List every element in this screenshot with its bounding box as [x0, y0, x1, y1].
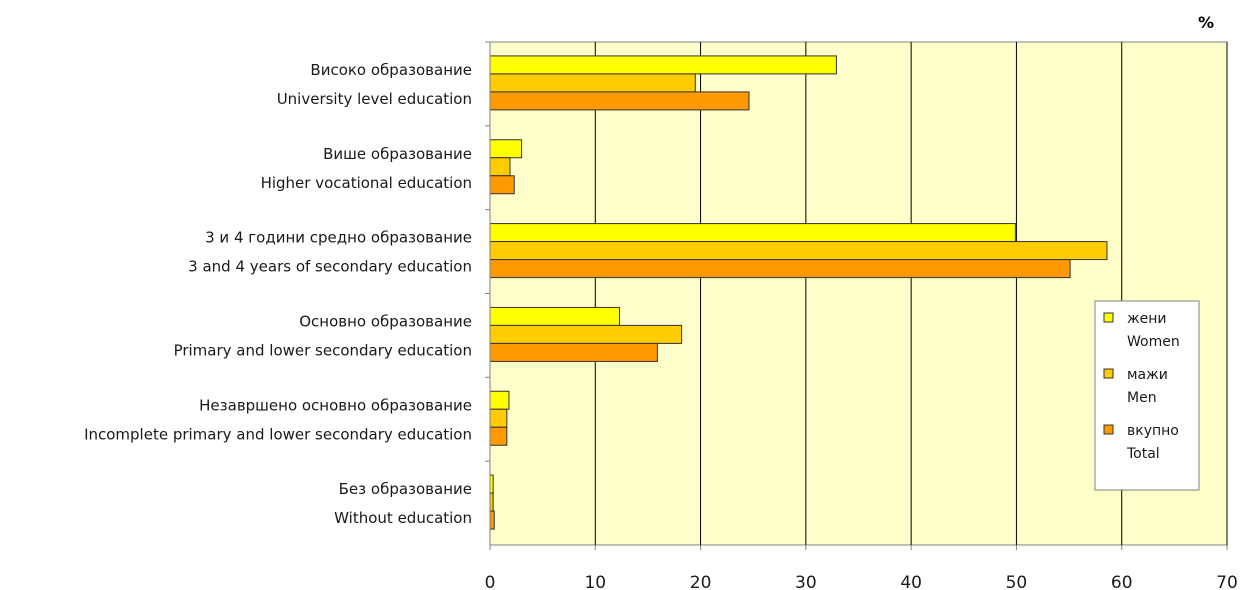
- legend-label-en: Men: [1127, 390, 1157, 406]
- bar-total: [489, 426, 508, 446]
- legend-label-en: Women: [1127, 334, 1180, 350]
- category-label-mk: Више образование: [323, 145, 472, 163]
- legend-swatch-men: [1103, 368, 1114, 379]
- category-label-en: University level education: [277, 90, 472, 108]
- bar-women: [489, 223, 1016, 243]
- x-tick-label: 10: [584, 573, 606, 590]
- bar-women: [489, 306, 621, 326]
- bar-men: [489, 324, 683, 344]
- value-axis: 0 10 20 30 40 50 60 70: [485, 41, 1238, 590]
- bar-total: [489, 510, 495, 530]
- bar-total: [489, 259, 1071, 279]
- category-label-mk: Високо образование: [310, 61, 472, 79]
- category-label-mk: Без образование: [339, 480, 472, 498]
- bar-women: [489, 139, 523, 159]
- legend-swatch-women: [1103, 312, 1114, 323]
- x-tick-label: 40: [900, 573, 922, 590]
- bar-men: [489, 241, 1108, 261]
- x-tick-label: 20: [690, 573, 712, 590]
- x-tick-label: 0: [485, 573, 496, 590]
- legend-label-mk: мажи: [1127, 367, 1168, 383]
- category-labels: Високо образование University level educa…: [84, 61, 472, 527]
- category-label-en: Primary and lower secondary education: [174, 341, 472, 359]
- bar-men: [489, 157, 511, 177]
- bar-men: [489, 408, 508, 428]
- legend-label-mk: вкупно: [1127, 423, 1179, 439]
- bar-women: [489, 55, 837, 75]
- bar-women: [489, 390, 510, 410]
- category-label-en: Incomplete primary and lower secondary e…: [84, 425, 472, 443]
- category-label-mk: Незавршено основно образование: [199, 396, 472, 414]
- x-tick-label: 50: [1006, 573, 1028, 590]
- category-label-en: Without education: [334, 509, 472, 527]
- category-label-en: 3 and 4 years of secondary education: [188, 258, 472, 276]
- bar-total: [489, 175, 515, 195]
- bar-men: [489, 73, 696, 93]
- legend-label-mk: жени: [1127, 311, 1166, 327]
- legend-label-en: Total: [1126, 446, 1160, 462]
- x-tick-label: 30: [795, 573, 817, 590]
- unit-label: %: [1198, 13, 1214, 32]
- category-label-en: Higher vocational education: [261, 174, 472, 192]
- category-label-mk: 3 и 4 години средно образование: [205, 229, 472, 247]
- x-tick-label: 70: [1216, 573, 1238, 590]
- legend-box: [1094, 300, 1200, 491]
- bar-total: [489, 91, 750, 111]
- bar-total: [489, 342, 658, 362]
- x-tick-label: 60: [1111, 573, 1133, 590]
- legend-swatch-total: [1103, 424, 1114, 435]
- category-label-mk: Основно образование: [299, 312, 472, 330]
- legend: жени Women мажи Men вкупно Total: [1094, 300, 1200, 491]
- bars: [489, 55, 1108, 530]
